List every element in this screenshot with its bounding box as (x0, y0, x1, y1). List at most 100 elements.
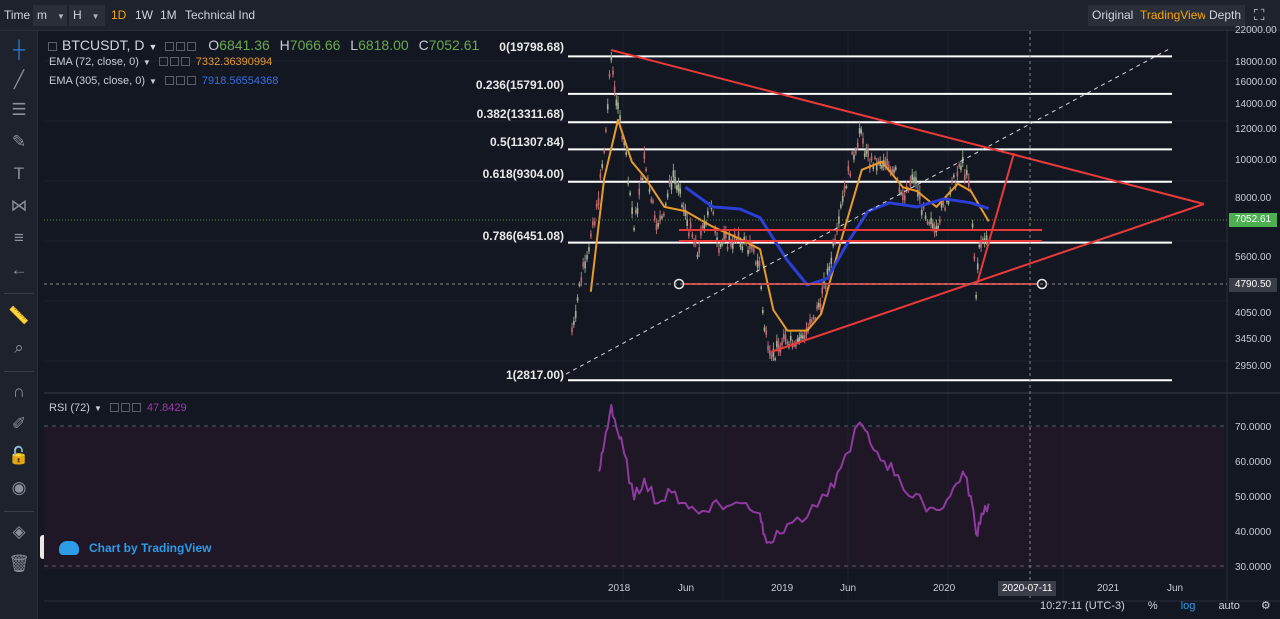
close-icon[interactable] (131, 403, 141, 412)
layers-icon[interactable]: ◈ (12, 522, 26, 541)
toolbar-divider (4, 293, 34, 294)
settings-icon[interactable] (175, 76, 185, 85)
fib-trend-line (565, 47, 1172, 375)
tradingview-watermark[interactable]: Chart by TradingView (59, 541, 211, 555)
settings-icon[interactable] (169, 57, 179, 66)
visibility-icon[interactable] (158, 57, 168, 66)
candle-body (578, 283, 581, 287)
zoom-icon[interactable]: ⌕ (14, 338, 24, 357)
time-button[interactable]: Time (4, 8, 31, 22)
chart-canvas[interactable] (44, 31, 1280, 619)
crosshair-date-tag: 2020-07-11 (998, 581, 1057, 596)
brush-icon[interactable]: ✎ (11, 132, 27, 151)
candle-body (817, 302, 820, 308)
candle-body (838, 216, 840, 224)
log-toggle[interactable]: log (1180, 600, 1196, 612)
crosshair-icon[interactable]: ┼ (12, 40, 26, 59)
toolbar-scroll-handle[interactable] (40, 535, 46, 559)
candle-body (811, 319, 813, 322)
fib-retracement-icon[interactable]: ≡ (14, 228, 24, 247)
visibility-icon[interactable] (109, 403, 119, 412)
ema72-legend: EMA (72, close, 0) ▼ 7332.36390994 (49, 56, 272, 68)
candle-body (903, 195, 906, 201)
interval-1d-button[interactable]: 1D (111, 8, 127, 22)
settings-icon[interactable]: ⚙ (1260, 600, 1271, 612)
candle-body (863, 153, 866, 157)
ema72-line (589, 118, 990, 332)
chevron-down-icon[interactable]: ▼ (93, 404, 102, 413)
candle-body (689, 222, 692, 229)
candle-body (973, 256, 976, 260)
collapse-icon[interactable] (48, 42, 57, 51)
ruler-icon[interactable]: 📏 (8, 306, 30, 325)
visibility-icon[interactable] (165, 42, 175, 51)
tab-original[interactable]: Original (1088, 5, 1138, 26)
rsi-tick: 60.0000 (1235, 457, 1272, 468)
chevron-down-icon[interactable]: ▼ (148, 42, 158, 52)
time-tick: Jun (678, 583, 695, 594)
candle-body (802, 335, 804, 339)
candle-body (960, 165, 962, 170)
candle-body (956, 171, 959, 177)
candle-body (935, 225, 938, 233)
candle-body (714, 229, 716, 233)
hour-interval-select[interactable]: H ▼ (69, 5, 105, 26)
candle-body (700, 230, 702, 236)
close-icon[interactable] (186, 76, 196, 85)
price-tick: 5600.00 (1235, 252, 1272, 263)
trash-icon[interactable]: 🗑 (8, 554, 30, 573)
trendline-icon[interactable]: ╱ (13, 70, 25, 89)
candle-body (603, 150, 605, 153)
chevron-down-icon[interactable]: ▼ (149, 77, 157, 86)
minute-interval-select[interactable]: m ▼ (33, 5, 67, 26)
candle-body (891, 169, 894, 172)
price-tick: 8000.00 (1235, 193, 1272, 204)
candle-body (898, 187, 901, 193)
fib-retracement[interactable] (568, 55, 1172, 382)
candle-body (947, 200, 950, 204)
candle-body (909, 180, 912, 187)
candle-body (684, 209, 687, 216)
candle-body (980, 241, 982, 248)
auto-toggle[interactable]: auto (1218, 600, 1240, 612)
interval-1w-button[interactable]: 1W (135, 8, 153, 22)
candle-body (623, 141, 626, 146)
settings-icon[interactable] (120, 403, 130, 412)
tab-depth[interactable]: Depth (1205, 5, 1246, 26)
settings-icon[interactable] (176, 42, 186, 51)
magnet-icon[interactable]: ∩ (12, 382, 26, 401)
candle-body (937, 225, 939, 229)
candle-body (796, 338, 799, 343)
candle-body (701, 225, 704, 229)
candle-body (915, 177, 917, 185)
fullscreen-icon[interactable]: ⛶ (1254, 7, 1265, 24)
pattern-icon[interactable]: ⋈ (10, 196, 28, 215)
candle-body (601, 163, 604, 168)
close-icon[interactable] (180, 57, 190, 66)
visibility-icon[interactable] (164, 76, 174, 85)
candle-body (902, 193, 904, 201)
technical-indicators-button[interactable]: Technical Ind (185, 8, 256, 22)
candle-body (845, 186, 848, 188)
chevron-down-icon[interactable]: ▼ (142, 58, 151, 67)
lock-icon[interactable]: 🔓 (8, 446, 30, 465)
candle-body (648, 188, 651, 193)
candle-body (821, 287, 824, 294)
tab-tradingview[interactable]: TradingView (1136, 5, 1211, 26)
close-icon[interactable] (187, 42, 197, 51)
rsi-legend: RSI (72) ▼ 47.8429 (49, 402, 187, 414)
candle-body (967, 180, 970, 188)
text-icon[interactable]: T (13, 164, 25, 183)
pencil-lock-icon[interactable]: ✐ (11, 414, 27, 433)
candle-body (721, 241, 724, 245)
arrow-icon[interactable]: ← (10, 260, 28, 279)
ema305-line (684, 186, 990, 287)
price-tick: 2950.00 (1235, 361, 1272, 372)
horizontal-lines-icon[interactable]: ☰ (11, 100, 27, 119)
candle-body (812, 316, 815, 319)
eye-icon[interactable]: ◉ (11, 478, 27, 497)
candle-body (776, 340, 778, 348)
candle-body (860, 129, 863, 134)
percent-toggle[interactable]: % (1147, 600, 1158, 612)
interval-1m-button[interactable]: 1M (160, 8, 177, 22)
